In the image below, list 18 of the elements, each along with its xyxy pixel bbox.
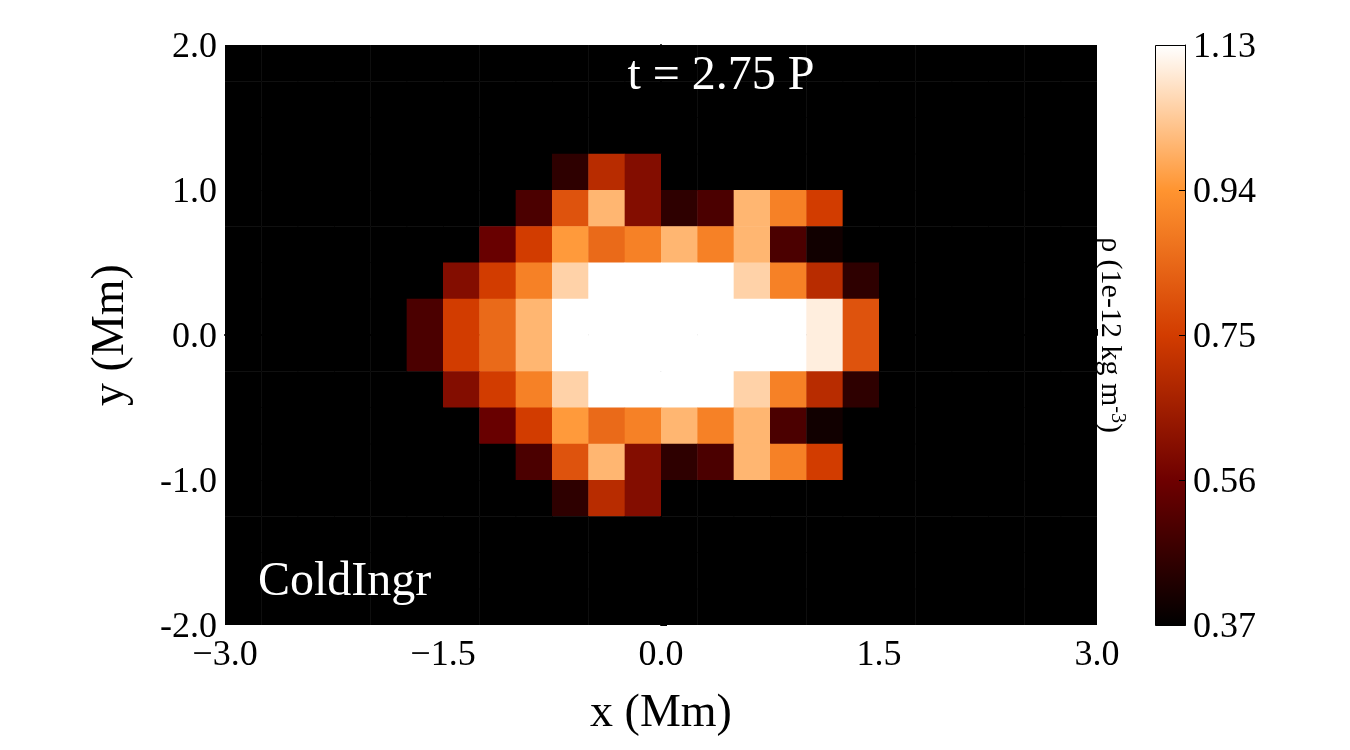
y-tick-label: 1.0 — [172, 170, 217, 210]
x-axis-title: x (Mm) — [590, 684, 732, 736]
y-tick-label: 0.0 — [172, 315, 217, 355]
annotation: ColdIngr — [258, 551, 432, 605]
x-tick-label: 1.5 — [856, 633, 902, 673]
color-bar-title: ρ (1e-12 kg m-3) — [1094, 237, 1130, 433]
y-tick-label: 2.0 — [172, 25, 217, 65]
x-tick-label: 0.0 — [638, 633, 684, 673]
color-bar-label: 1.13 — [1193, 25, 1256, 65]
y-axis-title: y (Mm) — [81, 264, 133, 406]
color-bar-label: 0.75 — [1193, 315, 1256, 355]
annotation: t = 2.75 P — [627, 45, 815, 99]
x-tick-label: 3.0 — [1074, 633, 1120, 673]
y-tick-label: -1.0 — [160, 460, 217, 500]
color-bar-label: 0.94 — [1193, 170, 1256, 210]
color-bar-label: 0.56 — [1193, 460, 1256, 500]
color-bar-label: 0.37 — [1193, 605, 1256, 645]
x-tick-label: −1.5 — [410, 633, 476, 673]
